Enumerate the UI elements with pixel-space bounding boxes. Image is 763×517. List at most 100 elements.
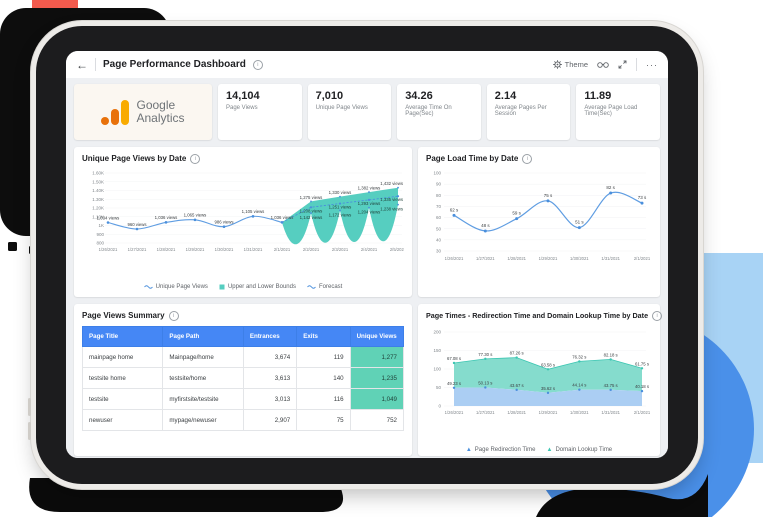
- svg-text:44.14 s: 44.14 s: [572, 383, 586, 388]
- table-cell: 3,013: [242, 388, 298, 410]
- svg-text:1/27/2021: 1/27/2021: [476, 256, 495, 261]
- svg-text:1/28/2021: 1/28/2021: [507, 256, 526, 261]
- data-labels: 62 s 48 s 59 s 75 s 51 s 82 s 73 s: [450, 185, 647, 228]
- svg-text:1,382 views: 1,382 views: [358, 186, 381, 191]
- fullscreen-button[interactable]: [618, 60, 627, 69]
- area-marker-icon: ▲: [465, 446, 472, 453]
- svg-text:30: 30: [436, 249, 442, 254]
- svg-text:63.58 s: 63.58 s: [541, 362, 555, 367]
- svg-text:900: 900: [96, 232, 104, 237]
- svg-text:100: 100: [433, 171, 441, 176]
- svg-text:1,065 views: 1,065 views: [184, 213, 207, 218]
- svg-text:43.67 s: 43.67 s: [510, 383, 524, 388]
- table-cell: testsite/home: [162, 367, 244, 389]
- table-cell: 2,907: [242, 409, 298, 431]
- volume-down-button[interactable]: [28, 422, 31, 440]
- svg-text:1.60K: 1.60K: [92, 171, 104, 176]
- kpi-row: Google Analytics 14,104 Page Views 7,010 …: [74, 84, 660, 140]
- table-cell: 3,674: [242, 346, 298, 368]
- google-analytics-wordmark: Google Analytics: [136, 98, 185, 125]
- svg-text:1,432 views: 1,432 views: [380, 181, 403, 186]
- back-button[interactable]: ←: [76, 57, 88, 72]
- column-header: Page Path: [162, 326, 244, 347]
- decor-shadow-left: [29, 478, 344, 512]
- gear-icon: [552, 60, 562, 69]
- theme-button[interactable]: Theme: [552, 60, 588, 69]
- data-labels: 1,034 views 960 views 1,036 views 1,065 vie…: [97, 181, 403, 227]
- divider: [636, 58, 637, 71]
- svg-text:2/1/2021: 2/1/2021: [634, 256, 651, 261]
- svg-text:43.75 s: 43.75 s: [604, 383, 618, 388]
- legend-item[interactable]: Unique Page Views: [143, 284, 208, 290]
- chart-info-icon[interactable]: [190, 153, 201, 164]
- table-cell: myfirstsite/testsite: [162, 388, 244, 410]
- table-title: Page Views Summary: [82, 311, 165, 320]
- svg-text:90: 90: [436, 182, 442, 187]
- table-cell: mainpage home: [81, 346, 164, 368]
- legend-item[interactable]: Upper and Lower Bounds: [219, 284, 296, 290]
- kpi-avg-time-on-page: 34.26 Average Time On Page(Sec): [397, 84, 481, 140]
- svg-text:1/26/2021: 1/26/2021: [445, 256, 464, 261]
- area-marker-icon: ▲: [546, 446, 553, 453]
- svg-text:61.75 s: 61.75 s: [635, 361, 649, 366]
- table-info-icon[interactable]: [168, 310, 179, 321]
- legend-item[interactable]: Forecast: [307, 284, 342, 290]
- svg-text:1/29/2021: 1/29/2021: [186, 247, 205, 252]
- kpi-page-views: 14,104 Page Views: [218, 84, 302, 140]
- table-row: testsite home testsite/home 3,613 140 1,235: [81, 367, 405, 389]
- dashboard-topbar: ← Page Performance Dashboard: [66, 51, 668, 79]
- svg-text:50: 50: [436, 226, 442, 231]
- page-title: Page Performance Dashboard: [103, 59, 246, 70]
- svg-text:1/31/2021: 1/31/2021: [244, 247, 263, 252]
- svg-text:1.30K: 1.30K: [92, 197, 104, 202]
- expand-icon: [618, 60, 627, 69]
- svg-text:1,208 views: 1,208 views: [300, 208, 323, 213]
- svg-text:1.20K: 1.20K: [92, 206, 104, 211]
- table-cell: 1,049: [349, 388, 405, 410]
- svg-text:1,036 views: 1,036 views: [155, 215, 178, 220]
- svg-text:100: 100: [433, 367, 441, 372]
- table-row: newuser mypage/newuser 2,907 75 752: [81, 409, 405, 431]
- chart-info-icon[interactable]: [652, 310, 663, 321]
- svg-text:1/29/2021: 1/29/2021: [539, 256, 558, 261]
- svg-text:35.62 s: 35.62 s: [541, 386, 555, 391]
- kpi-value: 14,104: [226, 90, 260, 102]
- decor-shadow-right: [536, 474, 708, 517]
- svg-text:1/30/2021: 1/30/2021: [570, 410, 589, 415]
- svg-text:1K: 1K: [98, 223, 104, 228]
- svg-text:1,172 views: 1,172 views: [329, 212, 352, 217]
- page-redirection-area: [454, 387, 642, 406]
- svg-text:76.32 s: 76.32 s: [572, 354, 586, 359]
- title-info-icon[interactable]: [252, 59, 263, 70]
- svg-text:1,204 views: 1,204 views: [358, 210, 381, 215]
- table-cell: 1,277: [349, 346, 405, 368]
- legend-item[interactable]: ▲ Domain Lookup Time: [546, 446, 613, 453]
- chart-title: Page Load Time by Date: [426, 154, 519, 163]
- chart-info-icon[interactable]: [522, 153, 533, 164]
- kpi-label: Average Pages Per Session: [494, 105, 547, 117]
- legend-item[interactable]: ▲ Page Redirection Time: [465, 446, 536, 453]
- svg-text:67.08 s: 67.08 s: [447, 356, 461, 361]
- table-cell: 75: [296, 409, 351, 431]
- more-menu-button[interactable]: ···: [646, 59, 658, 70]
- svg-text:2/2/2021: 2/2/2021: [303, 247, 320, 252]
- svg-text:75 s: 75 s: [544, 193, 553, 198]
- table-cell: 752: [349, 409, 405, 431]
- table-row: mainpage home Mainpage/home 3,674 119 1,277: [81, 346, 405, 368]
- kpi-value: 34.26: [405, 90, 433, 102]
- svg-text:1,105 views: 1,105 views: [242, 209, 265, 214]
- volume-up-button[interactable]: [28, 398, 31, 416]
- svg-text:200: 200: [433, 330, 441, 335]
- kpi-label: Average Time On Page(Sec): [405, 105, 452, 117]
- preview-button[interactable]: [597, 61, 609, 69]
- svg-text:59 s: 59 s: [512, 211, 521, 216]
- tablet-frame: ← Page Performance Dashboard: [28, 26, 698, 484]
- svg-text:1/26/2021: 1/26/2021: [445, 410, 464, 415]
- table-cell: 1,235: [349, 367, 405, 389]
- unique-page-views-chart-card: Unique Page Views by Date 1.60K 1.50K 1.40…: [74, 147, 412, 297]
- kpi-value: 2.14: [494, 90, 517, 102]
- unique-page-views-chart: 1.60K1.50K1.40K1.30K1.20K1.10K1K9008001/…: [92, 171, 407, 252]
- svg-text:40.18 s: 40.18 s: [635, 384, 649, 389]
